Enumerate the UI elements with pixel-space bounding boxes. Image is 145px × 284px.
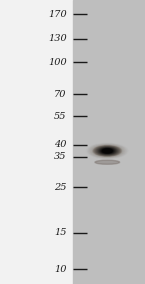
Ellipse shape [100, 148, 115, 154]
Ellipse shape [95, 160, 120, 164]
Ellipse shape [101, 149, 114, 153]
Ellipse shape [94, 146, 120, 156]
Ellipse shape [99, 148, 116, 154]
Ellipse shape [97, 147, 118, 155]
Text: 55: 55 [54, 112, 67, 120]
Ellipse shape [102, 149, 113, 153]
Ellipse shape [100, 148, 115, 154]
Ellipse shape [102, 149, 112, 153]
Ellipse shape [98, 148, 116, 154]
Ellipse shape [102, 149, 113, 153]
Ellipse shape [102, 149, 112, 153]
Text: 170: 170 [48, 10, 67, 19]
Ellipse shape [93, 145, 122, 156]
Text: 25: 25 [54, 183, 67, 191]
Text: 130: 130 [48, 34, 67, 43]
Ellipse shape [93, 146, 122, 156]
Ellipse shape [98, 147, 117, 154]
Text: 100: 100 [48, 58, 67, 67]
Text: 35: 35 [54, 152, 67, 161]
Ellipse shape [94, 146, 121, 156]
Text: 15: 15 [54, 229, 67, 237]
Ellipse shape [101, 149, 114, 153]
Ellipse shape [96, 147, 119, 155]
Ellipse shape [93, 146, 121, 156]
Ellipse shape [95, 146, 119, 155]
Ellipse shape [99, 148, 116, 154]
Bar [72, 0, 145, 284]
Ellipse shape [96, 147, 119, 155]
Ellipse shape [95, 146, 120, 156]
Ellipse shape [98, 147, 117, 154]
Text: 10: 10 [54, 265, 67, 274]
Ellipse shape [100, 148, 114, 153]
Ellipse shape [97, 147, 118, 155]
Ellipse shape [99, 148, 115, 154]
Ellipse shape [93, 145, 122, 156]
Ellipse shape [90, 145, 124, 157]
Ellipse shape [90, 144, 125, 158]
Ellipse shape [103, 149, 112, 153]
Ellipse shape [94, 146, 120, 156]
Text: 40: 40 [54, 140, 67, 149]
Text: 70: 70 [54, 90, 67, 99]
Ellipse shape [96, 147, 118, 155]
Ellipse shape [101, 149, 113, 153]
Ellipse shape [95, 147, 119, 155]
Ellipse shape [103, 149, 112, 153]
Ellipse shape [92, 145, 123, 156]
Ellipse shape [95, 146, 120, 156]
Ellipse shape [94, 146, 121, 156]
Ellipse shape [91, 145, 123, 157]
Ellipse shape [100, 148, 115, 154]
Ellipse shape [101, 149, 114, 153]
Ellipse shape [98, 148, 116, 154]
Bar [0, 0, 72, 284]
Ellipse shape [97, 147, 117, 154]
Ellipse shape [97, 147, 117, 155]
Ellipse shape [96, 147, 118, 155]
